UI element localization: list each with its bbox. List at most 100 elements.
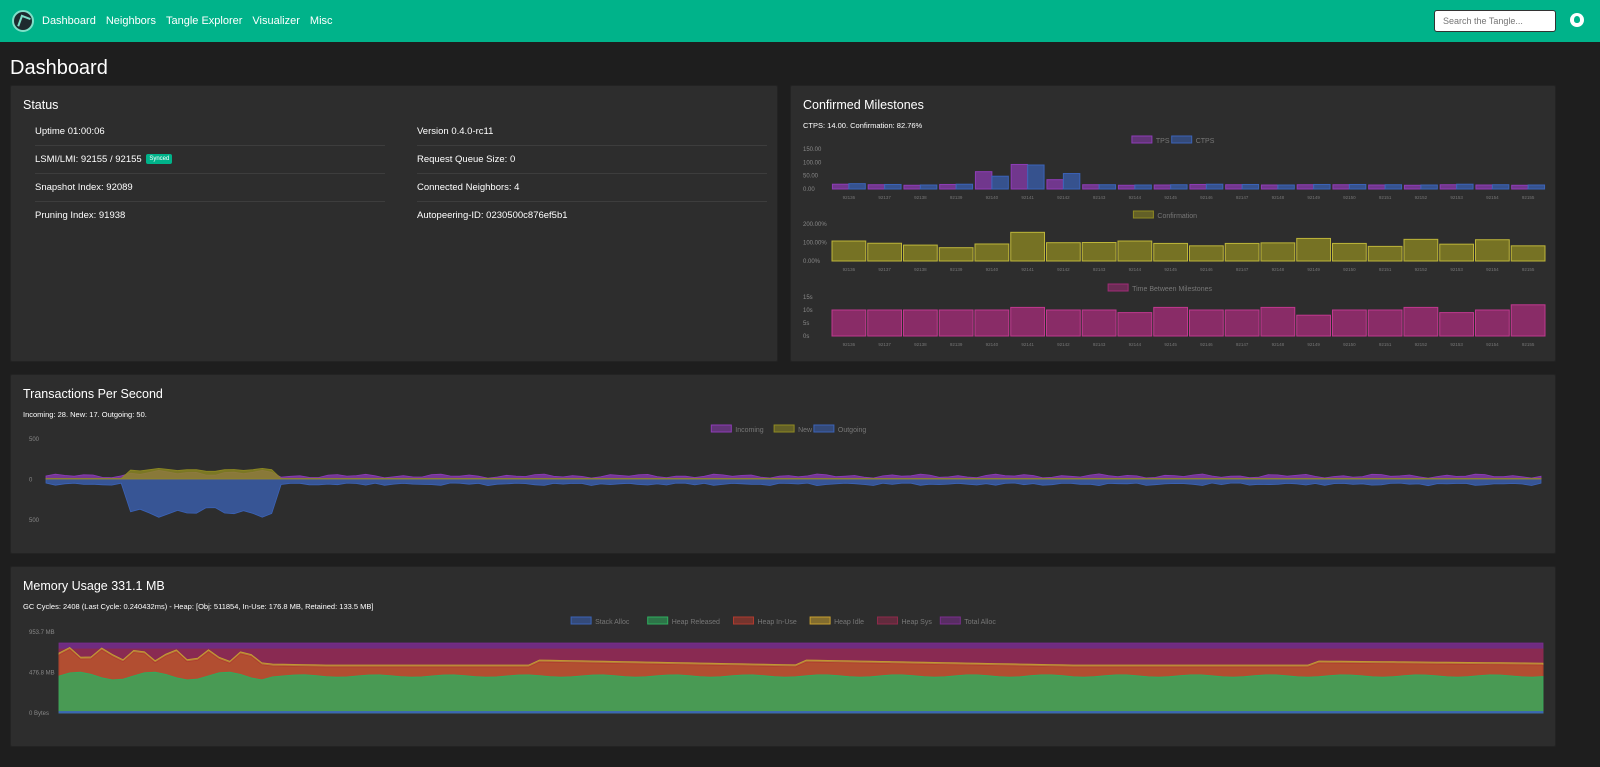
legend-label: CTPS [1196,138,1215,145]
legend-label: Heap Sys [902,619,933,626]
y-tick-label: 100.00 [803,160,822,166]
new-area [45,467,1542,480]
bar-confirmation [1439,243,1474,262]
y-tick-label: 0 Bytes [29,711,49,717]
bar-confirmation [974,243,1010,262]
x-tick-label: 92153 [1450,267,1463,272]
bar-ctps [1134,184,1152,190]
x-tick-label: 92138 [914,267,927,272]
github-icon[interactable] [1570,13,1584,27]
milestones-summary: CTPS: 14.00. Confirmation: 82.76% [803,121,923,130]
x-tick-label: 92152 [1415,267,1428,272]
nav-neighbors[interactable]: Neighbors [105,15,156,27]
x-tick-label: 92155 [1522,195,1535,200]
x-tick-label: 92140 [986,342,999,347]
memory-card: Memory Usage 331.1 MB GC Cycles: 2408 (L… [10,566,1556,747]
legend-swatch [570,616,592,625]
bar-tps [1010,163,1029,190]
y-tick-label: 0.00% [803,259,821,265]
legend-label: Heap In-Use [758,619,797,626]
x-tick-label: 92154 [1486,195,1499,200]
memory-summary: GC Cycles: 2408 (Last Cycle: 0.240432ms)… [23,602,374,611]
bar-tps [974,171,993,190]
y-tick-label: 5s [803,321,809,327]
x-tick-label: 92137 [878,267,891,272]
x-tick-label: 92144 [1129,195,1142,200]
bar-time-between-milestones [938,309,974,337]
x-tick-label: 92144 [1129,342,1142,347]
y-tick-label: 0s [803,334,809,340]
x-tick-label: 92151 [1379,267,1392,272]
stack-alloc-area [58,711,1544,714]
bar-confirmation [1403,238,1439,262]
bar-ctps [1527,184,1546,190]
search-input[interactable] [1434,10,1556,32]
x-tick-label: 92155 [1522,342,1535,347]
legend-label: New [798,427,813,434]
x-tick-label: 92151 [1379,342,1392,347]
legend-label: TPS [1156,138,1170,145]
legend-swatch [773,424,795,433]
x-tick-label: 92148 [1272,267,1285,272]
bar-tps [867,184,886,190]
x-tick-label: 92142 [1057,267,1070,272]
bar-confirmation [1367,245,1403,262]
hornet-logo-icon[interactable] [12,10,34,32]
legend-label: Heap Released [672,619,720,626]
x-tick-label: 92152 [1415,195,1428,200]
bar-ctps [1205,183,1224,190]
x-tick-label: 92146 [1200,195,1213,200]
nav-dashboard[interactable]: Dashboard [42,15,96,27]
nav-visualizer[interactable]: Visualizer [252,15,300,27]
tps-summary: Incoming: 28. New: 17. Outgoing: 50. [23,410,147,419]
x-tick-label: 92137 [878,342,891,347]
x-tick-label: 92145 [1164,267,1177,272]
bar-ctps [1241,183,1260,190]
x-tick-label: 92143 [1093,195,1106,200]
legend-swatch [1131,135,1153,144]
bar-time-between-milestones [1475,309,1510,337]
x-tick-label: 92154 [1486,267,1499,272]
bar-tps [1117,184,1136,190]
x-tick-label: 92146 [1200,342,1213,347]
status-title: Status [23,98,59,112]
bar-ctps [1027,164,1045,190]
legend-swatch [733,616,754,625]
legend-swatch [1132,210,1154,219]
legend-label: Stack Alloc [595,619,630,626]
legend-label: Heap Idle [834,619,864,626]
tps-title: Transactions Per Second [23,387,163,401]
x-tick-label: 92147 [1236,195,1249,200]
bar-time-between-milestones [903,309,938,337]
bar-time-between-milestones [974,309,1010,337]
nav-tangle-explorer[interactable]: Tangle Explorer [165,15,243,27]
x-tick-label: 92147 [1236,342,1249,347]
legend-swatch [1171,135,1193,144]
bar-confirmation [903,244,938,262]
bar-ctps [1098,184,1117,190]
bar-ctps [848,183,866,190]
nav-misc[interactable]: Misc [309,15,333,27]
bar-confirmation [831,240,867,262]
outgoing-area [45,478,1542,518]
bar-ctps [1313,183,1331,190]
x-tick-label: 92143 [1093,267,1106,272]
bar-tps [1475,184,1493,190]
incoming-area [45,469,1542,480]
bar-tps [1296,184,1315,190]
bar-time-between-milestones [1153,306,1188,337]
y-tick-label: 476.8 MB [29,671,55,677]
bar-tps [939,183,957,190]
x-tick-label: 92153 [1450,342,1463,347]
x-tick-label: 92150 [1343,195,1356,200]
y-tick-label: 50.00 [803,174,819,180]
bar-confirmation [938,247,974,262]
milestones-charts: TPS CTPS 150.00 100.00 50.00 0.00 92136 92137 92… [803,135,1546,347]
x-tick-label: 92155 [1522,267,1535,272]
x-tick-label: 92141 [1021,195,1034,200]
bar-confirmation [1046,242,1081,262]
y-tick-label: 100.00% [803,241,827,247]
bar-tps [1368,184,1386,190]
bar-tps [1439,184,1458,190]
bar-tps [1511,184,1529,190]
